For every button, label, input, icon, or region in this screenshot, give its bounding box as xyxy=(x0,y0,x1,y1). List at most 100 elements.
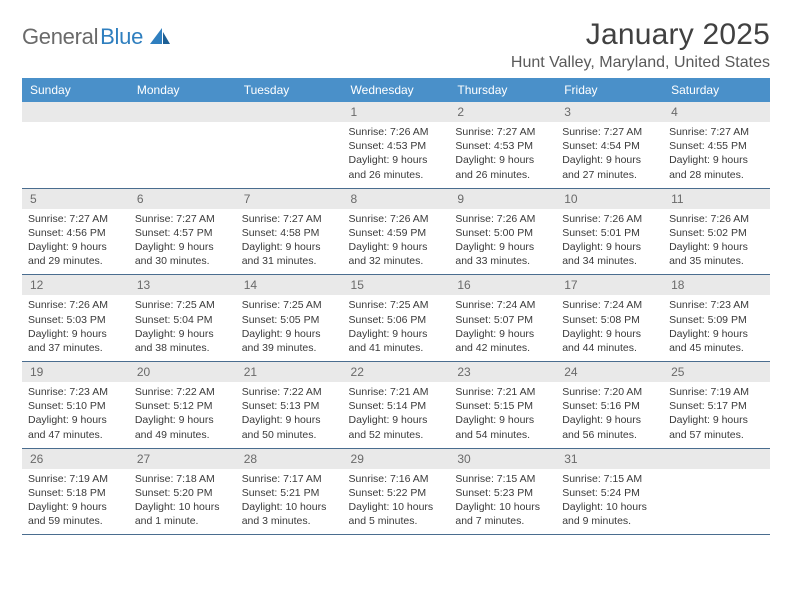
day-number-cell xyxy=(663,448,770,469)
daylight-text: Daylight: 10 hours xyxy=(562,500,657,514)
daylight-text: Daylight: 9 hours xyxy=(28,500,123,514)
sunset-text: Sunset: 5:05 PM xyxy=(242,313,337,327)
sunset-text: Sunset: 5:01 PM xyxy=(562,226,657,240)
weekday-header: Monday xyxy=(129,78,236,102)
sunrise-text: Sunrise: 7:22 AM xyxy=(242,385,337,399)
day-number-cell: 16 xyxy=(449,275,556,296)
daylight-text: and 32 minutes. xyxy=(349,254,444,268)
sunrise-text: Sunrise: 7:27 AM xyxy=(669,125,764,139)
sunset-text: Sunset: 4:53 PM xyxy=(455,139,550,153)
page-header: GeneralBlue January 2025 Hunt Valley, Ma… xyxy=(22,18,770,72)
title-block: January 2025 Hunt Valley, Maryland, Unit… xyxy=(511,18,770,72)
daylight-text: and 29 minutes. xyxy=(28,254,123,268)
sunrise-text: Sunrise: 7:17 AM xyxy=(242,472,337,486)
weekday-header: Wednesday xyxy=(343,78,450,102)
day-number-cell: 29 xyxy=(343,448,450,469)
day-number-cell: 10 xyxy=(556,188,663,209)
sunset-text: Sunset: 5:07 PM xyxy=(455,313,550,327)
daylight-text: and 3 minutes. xyxy=(242,514,337,528)
sunset-text: Sunset: 5:13 PM xyxy=(242,399,337,413)
daylight-text: and 27 minutes. xyxy=(562,168,657,182)
sunrise-text: Sunrise: 7:26 AM xyxy=(349,212,444,226)
sunrise-text: Sunrise: 7:20 AM xyxy=(562,385,657,399)
day-content-row: Sunrise: 7:27 AMSunset: 4:56 PMDaylight:… xyxy=(22,209,770,275)
day-content-cell: Sunrise: 7:20 AMSunset: 5:16 PMDaylight:… xyxy=(556,382,663,448)
sunrise-text: Sunrise: 7:23 AM xyxy=(669,298,764,312)
day-content-cell: Sunrise: 7:22 AMSunset: 5:13 PMDaylight:… xyxy=(236,382,343,448)
daynum-row: 1234 xyxy=(22,102,770,122)
daylight-text: and 56 minutes. xyxy=(562,428,657,442)
day-content-cell: Sunrise: 7:26 AMSunset: 5:02 PMDaylight:… xyxy=(663,209,770,275)
day-number-cell: 6 xyxy=(129,188,236,209)
daylight-text: and 47 minutes. xyxy=(28,428,123,442)
daynum-row: 12131415161718 xyxy=(22,275,770,296)
daylight-text: Daylight: 9 hours xyxy=(455,327,550,341)
daylight-text: Daylight: 9 hours xyxy=(349,153,444,167)
daylight-text: and 54 minutes. xyxy=(455,428,550,442)
daynum-row: 567891011 xyxy=(22,188,770,209)
sunset-text: Sunset: 5:12 PM xyxy=(135,399,230,413)
sunset-text: Sunset: 5:04 PM xyxy=(135,313,230,327)
sunset-text: Sunset: 5:15 PM xyxy=(455,399,550,413)
day-content-row: Sunrise: 7:26 AM Sunset: 4:53 PM Daylight:… xyxy=(22,122,770,188)
sunrise-text: Sunrise: 7:26 AM xyxy=(349,125,444,139)
sunset-text: Sunset: 4:58 PM xyxy=(242,226,337,240)
day-content-cell xyxy=(22,122,129,188)
daylight-text: Daylight: 9 hours xyxy=(28,327,123,341)
day-number-cell: 31 xyxy=(556,448,663,469)
daylight-text: and 26 minutes. xyxy=(349,168,444,182)
daylight-text: and 34 minutes. xyxy=(562,254,657,268)
sail-icon xyxy=(148,26,172,49)
daylight-text: Daylight: 9 hours xyxy=(455,240,550,254)
daylight-text: and 45 minutes. xyxy=(669,341,764,355)
day-number-cell: 22 xyxy=(343,362,450,383)
daylight-text: Daylight: 9 hours xyxy=(135,413,230,427)
day-content-cell: Sunrise: 7:19 AMSunset: 5:17 PMDaylight:… xyxy=(663,382,770,448)
day-content-cell xyxy=(663,469,770,535)
sunset-text: Sunset: 5:02 PM xyxy=(669,226,764,240)
sunrise-text: Sunrise: 7:18 AM xyxy=(135,472,230,486)
daylight-text: and 37 minutes. xyxy=(28,341,123,355)
day-number-cell: 13 xyxy=(129,275,236,296)
day-number-cell: 17 xyxy=(556,275,663,296)
day-content-cell: Sunrise: 7:15 AMSunset: 5:23 PMDaylight:… xyxy=(449,469,556,535)
daylight-text: and 35 minutes. xyxy=(669,254,764,268)
daylight-text: and 7 minutes. xyxy=(455,514,550,528)
day-content-cell: Sunrise: 7:26 AMSunset: 4:59 PMDaylight:… xyxy=(343,209,450,275)
day-number-cell: 3 xyxy=(556,102,663,122)
daylight-text: Daylight: 10 hours xyxy=(242,500,337,514)
day-content-cell: Sunrise: 7:16 AMSunset: 5:22 PMDaylight:… xyxy=(343,469,450,535)
sunset-text: Sunset: 5:18 PM xyxy=(28,486,123,500)
daylight-text: Daylight: 10 hours xyxy=(135,500,230,514)
day-number-cell xyxy=(22,102,129,122)
sunrise-text: Sunrise: 7:25 AM xyxy=(135,298,230,312)
sunset-text: Sunset: 5:17 PM xyxy=(669,399,764,413)
daylight-text: and 49 minutes. xyxy=(135,428,230,442)
sunrise-text: Sunrise: 7:27 AM xyxy=(28,212,123,226)
sunrise-text: Sunrise: 7:27 AM xyxy=(562,125,657,139)
day-content-cell: Sunrise: 7:19 AMSunset: 5:18 PMDaylight:… xyxy=(22,469,129,535)
sunset-text: Sunset: 5:03 PM xyxy=(28,313,123,327)
sunrise-text: Sunrise: 7:15 AM xyxy=(455,472,550,486)
daylight-text: Daylight: 9 hours xyxy=(28,413,123,427)
daylight-text: and 39 minutes. xyxy=(242,341,337,355)
daylight-text: Daylight: 9 hours xyxy=(562,153,657,167)
daylight-text: Daylight: 9 hours xyxy=(349,413,444,427)
weekday-header-row: Sunday Monday Tuesday Wednesday Thursday… xyxy=(22,78,770,102)
day-content-cell: Sunrise: 7:21 AMSunset: 5:15 PMDaylight:… xyxy=(449,382,556,448)
day-content-cell: Sunrise: 7:17 AMSunset: 5:21 PMDaylight:… xyxy=(236,469,343,535)
sunrise-text: Sunrise: 7:26 AM xyxy=(455,212,550,226)
day-content-cell: Sunrise: 7:24 AMSunset: 5:07 PMDaylight:… xyxy=(449,295,556,361)
daylight-text: and 1 minute. xyxy=(135,514,230,528)
daylight-text: Daylight: 10 hours xyxy=(349,500,444,514)
day-content-cell: Sunrise: 7:25 AMSunset: 5:05 PMDaylight:… xyxy=(236,295,343,361)
day-content-cell: Sunrise: 7:18 AMSunset: 5:20 PMDaylight:… xyxy=(129,469,236,535)
daylight-text: Daylight: 10 hours xyxy=(455,500,550,514)
daylight-text: and 31 minutes. xyxy=(242,254,337,268)
sunset-text: Sunset: 5:24 PM xyxy=(562,486,657,500)
sunset-text: Sunset: 5:09 PM xyxy=(669,313,764,327)
day-number-cell: 8 xyxy=(343,188,450,209)
daylight-text: Daylight: 9 hours xyxy=(349,327,444,341)
day-content-cell: Sunrise: 7:15 AMSunset: 5:24 PMDaylight:… xyxy=(556,469,663,535)
day-content-cell: Sunrise: 7:27 AMSunset: 4:57 PMDaylight:… xyxy=(129,209,236,275)
